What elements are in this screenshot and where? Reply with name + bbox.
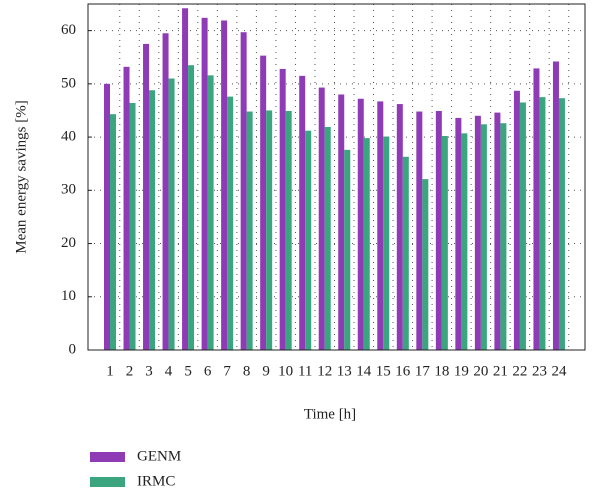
bar [201, 17, 208, 351]
bar [260, 55, 267, 350]
x-tick-label: 22 [512, 363, 527, 379]
x-tick-label: 17 [415, 363, 431, 379]
legend-label: IRMC [137, 473, 175, 489]
bar [377, 101, 384, 350]
bar [227, 96, 234, 350]
y-tick-label: 30 [61, 182, 76, 198]
bar [143, 43, 150, 351]
bar [104, 83, 110, 350]
bar [461, 133, 468, 350]
bar [188, 65, 195, 350]
bar [441, 136, 448, 350]
x-tick-label: 23 [532, 363, 547, 379]
bar [519, 102, 526, 350]
bar [305, 130, 312, 350]
bar [552, 61, 559, 351]
bar [240, 32, 247, 350]
bar [494, 112, 501, 351]
x-tick-label: 13 [337, 363, 352, 379]
x-tick-label: 18 [434, 363, 449, 379]
x-tick-label: 15 [376, 363, 391, 379]
bar [344, 149, 351, 350]
y-tick-label: 20 [61, 235, 76, 251]
bar [162, 33, 169, 351]
legend-swatch [90, 452, 125, 462]
x-tick-label: 10 [278, 363, 293, 379]
bar [279, 68, 286, 351]
bar [110, 114, 116, 351]
bar [221, 20, 228, 351]
x-tick-label: 12 [317, 363, 332, 379]
bar [363, 138, 370, 350]
x-tick-label: 24 [551, 363, 567, 379]
bar [357, 98, 364, 351]
bar [500, 123, 507, 350]
x-tick-label: 6 [204, 363, 212, 379]
x-tick-label: 3 [145, 363, 153, 379]
bar [324, 126, 331, 350]
bar [402, 156, 409, 350]
bar [539, 97, 546, 351]
x-tick-label: 19 [454, 363, 469, 379]
y-tick-label: 40 [61, 129, 76, 145]
x-tick-label: 8 [243, 363, 251, 379]
bar [285, 110, 292, 351]
y-tick-label: 60 [61, 22, 76, 38]
y-tick-label: 50 [61, 75, 76, 91]
bar [416, 111, 423, 350]
bar [558, 98, 565, 350]
x-tick-label: 2 [126, 363, 134, 379]
x-tick-label: 7 [223, 363, 231, 379]
bar [474, 115, 481, 351]
bar [338, 94, 345, 350]
x-tick-label: 21 [493, 363, 508, 379]
bar [123, 66, 130, 350]
x-tick-label: 16 [395, 363, 411, 379]
legend-swatch [90, 477, 125, 487]
x-tick-label: 11 [298, 363, 312, 379]
x-tick-label: 1 [106, 363, 114, 379]
bar [182, 8, 189, 351]
bar [480, 124, 487, 350]
bar [129, 103, 136, 350]
bar [149, 90, 156, 350]
bar [383, 136, 390, 350]
bar [422, 179, 429, 350]
x-tick-label: 20 [473, 363, 488, 379]
bar [299, 75, 306, 350]
bar [396, 104, 403, 350]
bar [318, 87, 325, 350]
y-tick-label: 10 [61, 288, 76, 304]
bar [168, 78, 175, 351]
plot-frame [87, 3, 586, 351]
x-tick-label: 4 [165, 363, 173, 379]
bar [246, 111, 253, 350]
bar [455, 117, 462, 350]
y-tick-label: 0 [69, 341, 77, 357]
legend-label: GENM [137, 448, 181, 464]
bar [207, 75, 214, 351]
y-axis-label: Mean energy savings [%] [13, 100, 29, 253]
bar [533, 68, 540, 350]
bar [435, 110, 442, 351]
x-tick-label: 14 [356, 363, 372, 379]
bar [513, 90, 520, 351]
x-axis-label: Time [h] [304, 406, 356, 422]
x-tick-label: 5 [184, 363, 192, 379]
x-tick-label: 9 [262, 363, 270, 379]
bar [266, 110, 273, 350]
